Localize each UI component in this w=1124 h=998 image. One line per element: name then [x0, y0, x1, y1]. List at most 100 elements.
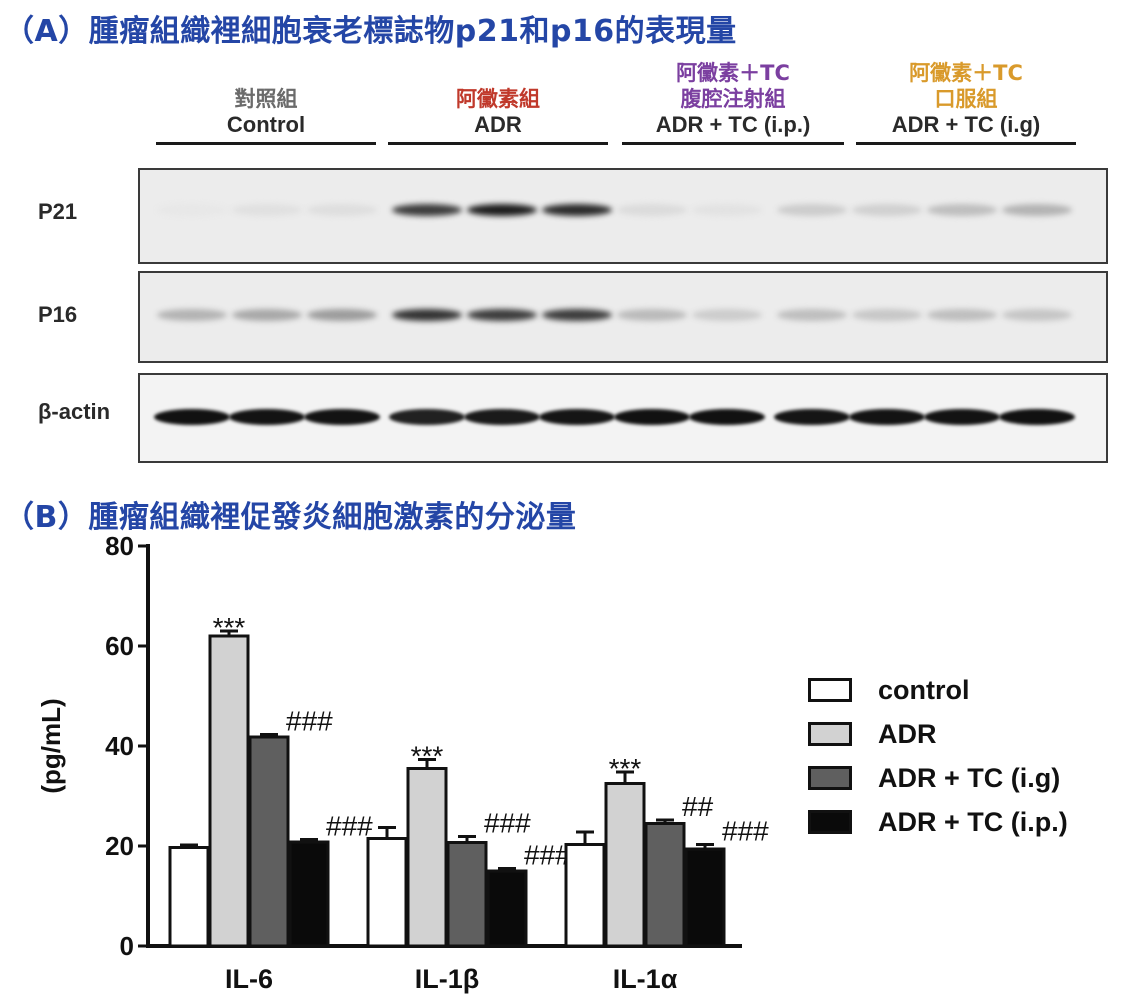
legend-item: ADR + TC (i.g)	[808, 756, 1068, 800]
x-tick-label: IL-1β	[415, 964, 479, 994]
blot-band	[464, 409, 540, 425]
chart-legend: control ADR ADR + TC (i.g) ADR + TC (i.p.)	[808, 668, 1068, 844]
blot-band	[849, 409, 925, 425]
significance-mark: ###	[326, 811, 373, 842]
legend-item: ADR	[808, 712, 1068, 756]
blot-band	[157, 309, 227, 321]
significance-mark: ***	[411, 741, 444, 772]
blot-label-p21: P21	[38, 199, 78, 224]
blot-band	[467, 309, 537, 321]
x-tick-label: IL-1α	[613, 964, 678, 994]
blot-band	[777, 309, 847, 321]
blot-band	[774, 409, 850, 425]
blot-band	[232, 204, 302, 216]
group-underline	[622, 142, 844, 145]
blot-band	[392, 309, 462, 321]
significance-mark: ###	[286, 706, 333, 737]
bar	[248, 735, 290, 948]
significance-mark: ###	[524, 840, 571, 871]
blot-band	[617, 204, 687, 216]
x-tick-label: IL-6	[225, 964, 273, 994]
blot-band	[542, 204, 612, 216]
legend-swatch	[808, 678, 852, 702]
blot-band	[307, 204, 377, 216]
group-zh-line1: 阿黴素＋TC	[676, 61, 790, 85]
blot-band	[614, 409, 690, 425]
bar	[486, 869, 528, 948]
blot-band	[852, 309, 922, 321]
significance-mark: ***	[609, 753, 642, 784]
bar	[366, 837, 408, 948]
blot-beta-actin	[138, 373, 1108, 463]
bar	[446, 841, 488, 948]
significance-mark: ###	[484, 808, 531, 839]
blot-band	[777, 204, 847, 216]
group-header-adr-tc-ig: 阿黴素＋TC 口服組 ADR + TC (i.g)	[856, 60, 1076, 145]
y-axis-label: (pg/mL)	[36, 698, 66, 793]
y-tick-label: 0	[120, 931, 134, 961]
blot-band	[852, 204, 922, 216]
legend-swatch	[808, 722, 852, 746]
significance-mark: ***	[213, 612, 246, 643]
group-header-control: 對照組 Control	[156, 86, 376, 145]
panel-a-title: （A）腫瘤組織裡細胞衰老標誌物p21和p16的表現量	[4, 14, 737, 49]
legend-label: ADR + TC (i.p.)	[878, 806, 1068, 837]
blot-band	[539, 409, 615, 425]
group-underline	[388, 142, 608, 145]
significance-mark: ###	[722, 816, 769, 847]
blot-p21	[138, 168, 1108, 264]
blot-band	[1002, 309, 1072, 321]
legend-item: ADR + TC (i.p.)	[808, 800, 1068, 844]
group-zh-line2: 腹腔注射組	[680, 87, 786, 111]
blot-band	[542, 309, 612, 321]
blot-band	[692, 309, 762, 321]
legend-swatch	[808, 810, 852, 834]
group-header-adr: 阿黴素組 ADR	[388, 86, 608, 145]
group-zh-line2: 阿黴素組	[456, 87, 540, 111]
blot-band	[617, 309, 687, 321]
group-zh-line2: 對照組	[234, 87, 298, 111]
blot-band	[924, 409, 1000, 425]
group-en: ADR + TC (i.g)	[891, 112, 1041, 137]
y-tick-label: 60	[105, 631, 134, 661]
blot-band	[1002, 204, 1072, 216]
blot-band	[927, 309, 997, 321]
bar	[288, 840, 330, 948]
group-zh-line1: 阿黴素＋TC	[909, 61, 1023, 85]
y-tick-label: 40	[105, 731, 134, 761]
blot-label-p16: P16	[38, 302, 78, 327]
group-underline	[156, 142, 376, 145]
blot-band	[389, 409, 465, 425]
blot-band	[689, 409, 765, 425]
legend-swatch	[808, 766, 852, 790]
significance-mark: ##	[682, 791, 714, 822]
legend-item: control	[808, 668, 1068, 712]
bar	[684, 847, 726, 948]
blot-band	[232, 309, 302, 321]
group-underline	[856, 142, 1076, 145]
panel-b-title: （B）腫瘤組織裡促發炎細胞激素的分泌量	[4, 500, 577, 535]
group-en: ADR + TC (i.p.)	[655, 112, 811, 137]
group-header-adr-tc-ip: 阿黴素＋TC 腹腔注射組 ADR + TC (i.p.)	[622, 60, 844, 145]
blot-band	[154, 409, 230, 425]
blot-band	[692, 204, 762, 216]
legend-label: ADR + TC (i.g)	[878, 762, 1061, 793]
blot-band	[157, 204, 227, 216]
blot-band	[927, 204, 997, 216]
legend-label: ADR	[878, 718, 937, 749]
legend-label: control	[878, 674, 970, 705]
bar	[644, 822, 686, 948]
blot-band	[467, 204, 537, 216]
blot-band	[229, 409, 305, 425]
cytokine-bar-chart: 020406080(pg/mL)***######IL-6***######IL…	[36, 531, 769, 994]
y-tick-label: 80	[105, 531, 134, 561]
blot-band	[304, 409, 380, 425]
blot-band	[307, 309, 377, 321]
group-en: ADR	[474, 112, 522, 137]
bar	[406, 767, 448, 948]
group-zh-line2: 口服組	[934, 87, 998, 111]
bar	[208, 634, 250, 948]
y-tick-label: 20	[105, 831, 134, 861]
group-en: Control	[226, 112, 306, 137]
blot-label-beta-actin: β-actin	[38, 399, 111, 424]
